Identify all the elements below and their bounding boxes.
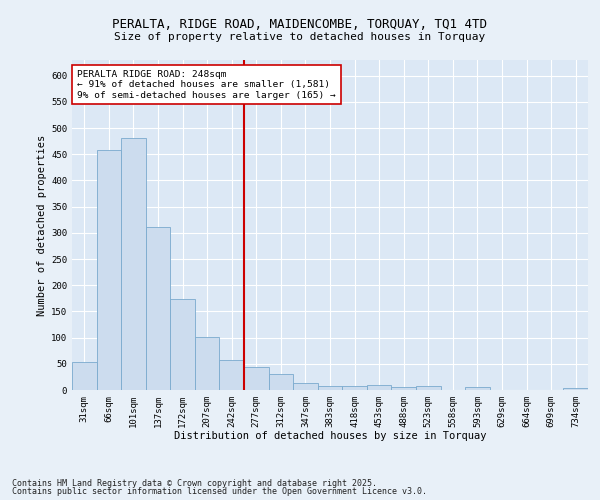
Bar xyxy=(563,388,588,390)
Text: PERALTA, RIDGE ROAD, MAIDENCOMBE, TORQUAY, TQ1 4TD: PERALTA, RIDGE ROAD, MAIDENCOMBE, TORQUA… xyxy=(113,18,487,30)
Bar xyxy=(367,386,391,390)
Bar xyxy=(72,362,97,390)
Text: Size of property relative to detached houses in Torquay: Size of property relative to detached ho… xyxy=(115,32,485,42)
Y-axis label: Number of detached properties: Number of detached properties xyxy=(37,134,47,316)
Bar xyxy=(121,138,146,390)
Bar xyxy=(244,368,269,390)
X-axis label: Distribution of detached houses by size in Torquay: Distribution of detached houses by size … xyxy=(174,432,486,442)
Text: Contains public sector information licensed under the Open Government Licence v3: Contains public sector information licen… xyxy=(12,487,427,496)
Bar xyxy=(318,386,342,390)
Bar xyxy=(170,300,195,390)
Bar xyxy=(146,226,170,390)
Bar xyxy=(416,386,440,390)
Bar xyxy=(220,360,244,390)
Bar xyxy=(269,374,293,390)
Text: Contains HM Land Registry data © Crown copyright and database right 2025.: Contains HM Land Registry data © Crown c… xyxy=(12,478,377,488)
Bar xyxy=(293,383,318,390)
Bar xyxy=(195,337,220,390)
Bar xyxy=(342,386,367,390)
Bar xyxy=(391,388,416,390)
Text: PERALTA RIDGE ROAD: 248sqm
← 91% of detached houses are smaller (1,581)
9% of se: PERALTA RIDGE ROAD: 248sqm ← 91% of deta… xyxy=(77,70,336,100)
Bar xyxy=(465,388,490,390)
Bar xyxy=(97,150,121,390)
